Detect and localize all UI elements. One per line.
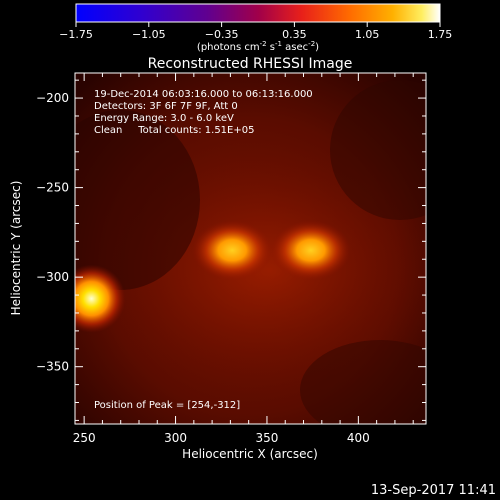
colorbar-tick-label: 1.75 <box>428 28 453 41</box>
x-tick-label: 300 <box>164 431 187 445</box>
y-axis-label: Heliocentric Y (arcsec) <box>9 181 23 316</box>
colorbar-tick-label: 0.35 <box>282 28 307 41</box>
peak-source <box>75 264 126 333</box>
flare-source <box>270 220 351 281</box>
y-tick-label: −200 <box>36 91 69 105</box>
x-tick-label: 400 <box>347 431 370 445</box>
x-tick-label: 250 <box>73 431 96 445</box>
y-axis-ticks: −200 −250 −300 −350 <box>36 79 426 421</box>
peak-position-label: Position of Peak = [254,-312] <box>94 400 240 411</box>
colorbar-unit-label: (photons cm-2 s-1 asec-2) <box>197 40 319 53</box>
flare-source <box>192 220 273 281</box>
annotation-energy: Energy Range: 3.0 - 6.0 keV <box>94 113 234 124</box>
x-tick-label: 350 <box>256 431 279 445</box>
chart-title: Reconstructed RHESSI Image <box>148 56 353 72</box>
annotation-detectors: Detectors: 3F 6F 7F 9F, Att 0 <box>94 101 238 112</box>
colorbar <box>76 4 440 22</box>
x-axis-label: Heliocentric X (arcsec) <box>182 447 318 461</box>
colorbar-ticks: −1.75 −1.05 −0.35 0.35 1.05 1.75 <box>59 22 452 41</box>
colorbar-tick-label: 1.05 <box>355 28 380 41</box>
heatmap-image <box>75 73 426 424</box>
colorbar-tick-label: −1.05 <box>132 28 166 41</box>
timestamp: 13-Sep-2017 11:41 <box>371 483 496 498</box>
colorbar-tick-label: −0.35 <box>205 28 239 41</box>
y-tick-label: −350 <box>36 360 69 374</box>
y-tick-label: −250 <box>36 181 69 195</box>
x-axis-ticks: 250 300 350 400 <box>73 73 414 445</box>
annotation-time: 19-Dec-2014 06:03:16.000 to 06:13:16.000 <box>94 89 313 100</box>
y-tick-label: −300 <box>36 270 69 284</box>
colorbar-tick-label: −1.75 <box>59 28 93 41</box>
annotation-clean: Clean Total counts: 1.51E+05 <box>94 125 254 136</box>
